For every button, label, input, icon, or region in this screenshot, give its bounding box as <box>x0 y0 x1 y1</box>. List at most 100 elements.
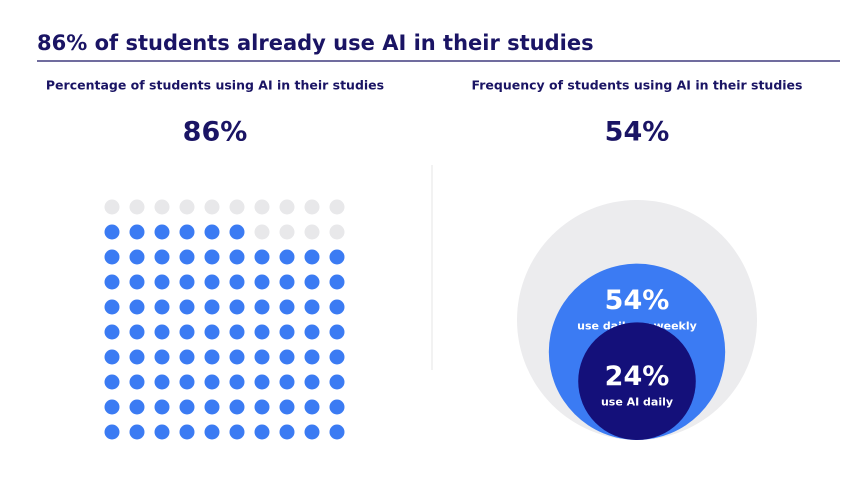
filled-dot <box>304 424 320 440</box>
filled-dot <box>154 424 170 440</box>
filled-dot <box>204 424 220 440</box>
filled-dot <box>329 249 345 265</box>
filled-dot <box>279 324 295 340</box>
empty-dot <box>204 199 220 215</box>
empty-dot <box>304 224 320 240</box>
filled-dot <box>129 249 145 265</box>
filled-dot <box>179 349 195 365</box>
circle-value-label: 54% <box>605 285 670 316</box>
filled-dot <box>154 324 170 340</box>
filled-dot <box>329 299 345 315</box>
filled-dot <box>329 424 345 440</box>
filled-dot <box>104 424 120 440</box>
share-circle <box>578 322 696 440</box>
filled-dot <box>229 299 245 315</box>
filled-dot <box>204 224 220 240</box>
empty-dot <box>329 224 345 240</box>
filled-dot <box>154 224 170 240</box>
filled-dot <box>279 299 295 315</box>
filled-dot <box>254 399 270 415</box>
empty-dot <box>129 199 145 215</box>
filled-dot <box>129 374 145 390</box>
filled-dot <box>204 274 220 290</box>
headline-value: 86% <box>183 117 248 148</box>
filled-dot <box>304 399 320 415</box>
filled-dot <box>204 399 220 415</box>
filled-dot <box>329 274 345 290</box>
filled-dot <box>104 374 120 390</box>
filled-dot <box>279 249 295 265</box>
filled-dot <box>179 424 195 440</box>
filled-dot <box>129 424 145 440</box>
filled-dot <box>254 424 270 440</box>
filled-dot <box>129 399 145 415</box>
filled-dot <box>179 249 195 265</box>
filled-dot <box>229 349 245 365</box>
empty-dot <box>254 199 270 215</box>
filled-dot <box>229 399 245 415</box>
filled-dot <box>179 299 195 315</box>
filled-dot <box>154 399 170 415</box>
chart-subtitle: Percentage of students using AI in their… <box>46 78 384 93</box>
filled-dot <box>104 224 120 240</box>
filled-dot <box>104 274 120 290</box>
empty-dot <box>304 199 320 215</box>
filled-dot <box>254 324 270 340</box>
filled-dot <box>304 349 320 365</box>
filled-dot <box>154 374 170 390</box>
filled-dot <box>154 274 170 290</box>
filled-dot <box>129 224 145 240</box>
filled-dot <box>179 399 195 415</box>
filled-dot <box>204 249 220 265</box>
filled-dot <box>304 299 320 315</box>
filled-dot <box>304 249 320 265</box>
filled-dot <box>179 274 195 290</box>
filled-dot <box>104 399 120 415</box>
filled-dot <box>254 374 270 390</box>
filled-dot <box>204 349 220 365</box>
empty-dot <box>279 199 295 215</box>
empty-dot <box>154 199 170 215</box>
filled-dot <box>254 349 270 365</box>
filled-dot <box>304 324 320 340</box>
filled-dot <box>329 399 345 415</box>
filled-dot <box>179 224 195 240</box>
filled-dot <box>304 374 320 390</box>
filled-dot <box>229 374 245 390</box>
filled-dot <box>279 399 295 415</box>
filled-dot <box>254 249 270 265</box>
filled-dot <box>279 274 295 290</box>
filled-dot <box>104 349 120 365</box>
filled-dot <box>254 299 270 315</box>
filled-dot <box>154 349 170 365</box>
circle-value-label: 24% <box>605 361 670 392</box>
page-title: 86% of students already use AI in their … <box>37 31 594 55</box>
empty-dot <box>179 199 195 215</box>
empty-dot <box>104 199 120 215</box>
filled-dot <box>329 349 345 365</box>
chart-subtitle: Frequency of students using AI in their … <box>472 78 803 93</box>
circle-category-label: use AI daily <box>601 395 673 408</box>
filled-dot <box>254 274 270 290</box>
empty-dot <box>279 224 295 240</box>
filled-dot <box>129 299 145 315</box>
filled-dot <box>329 374 345 390</box>
filled-dot <box>229 274 245 290</box>
filled-dot <box>129 324 145 340</box>
empty-dot <box>254 224 270 240</box>
filled-dot <box>154 249 170 265</box>
filled-dot <box>154 299 170 315</box>
filled-dot <box>279 374 295 390</box>
empty-dot <box>329 199 345 215</box>
empty-dot <box>229 199 245 215</box>
filled-dot <box>104 324 120 340</box>
filled-dot <box>204 324 220 340</box>
filled-dot <box>129 274 145 290</box>
filled-dot <box>229 424 245 440</box>
filled-dot <box>104 299 120 315</box>
filled-dot <box>129 349 145 365</box>
headline-value: 54% <box>605 117 670 148</box>
filled-dot <box>204 299 220 315</box>
